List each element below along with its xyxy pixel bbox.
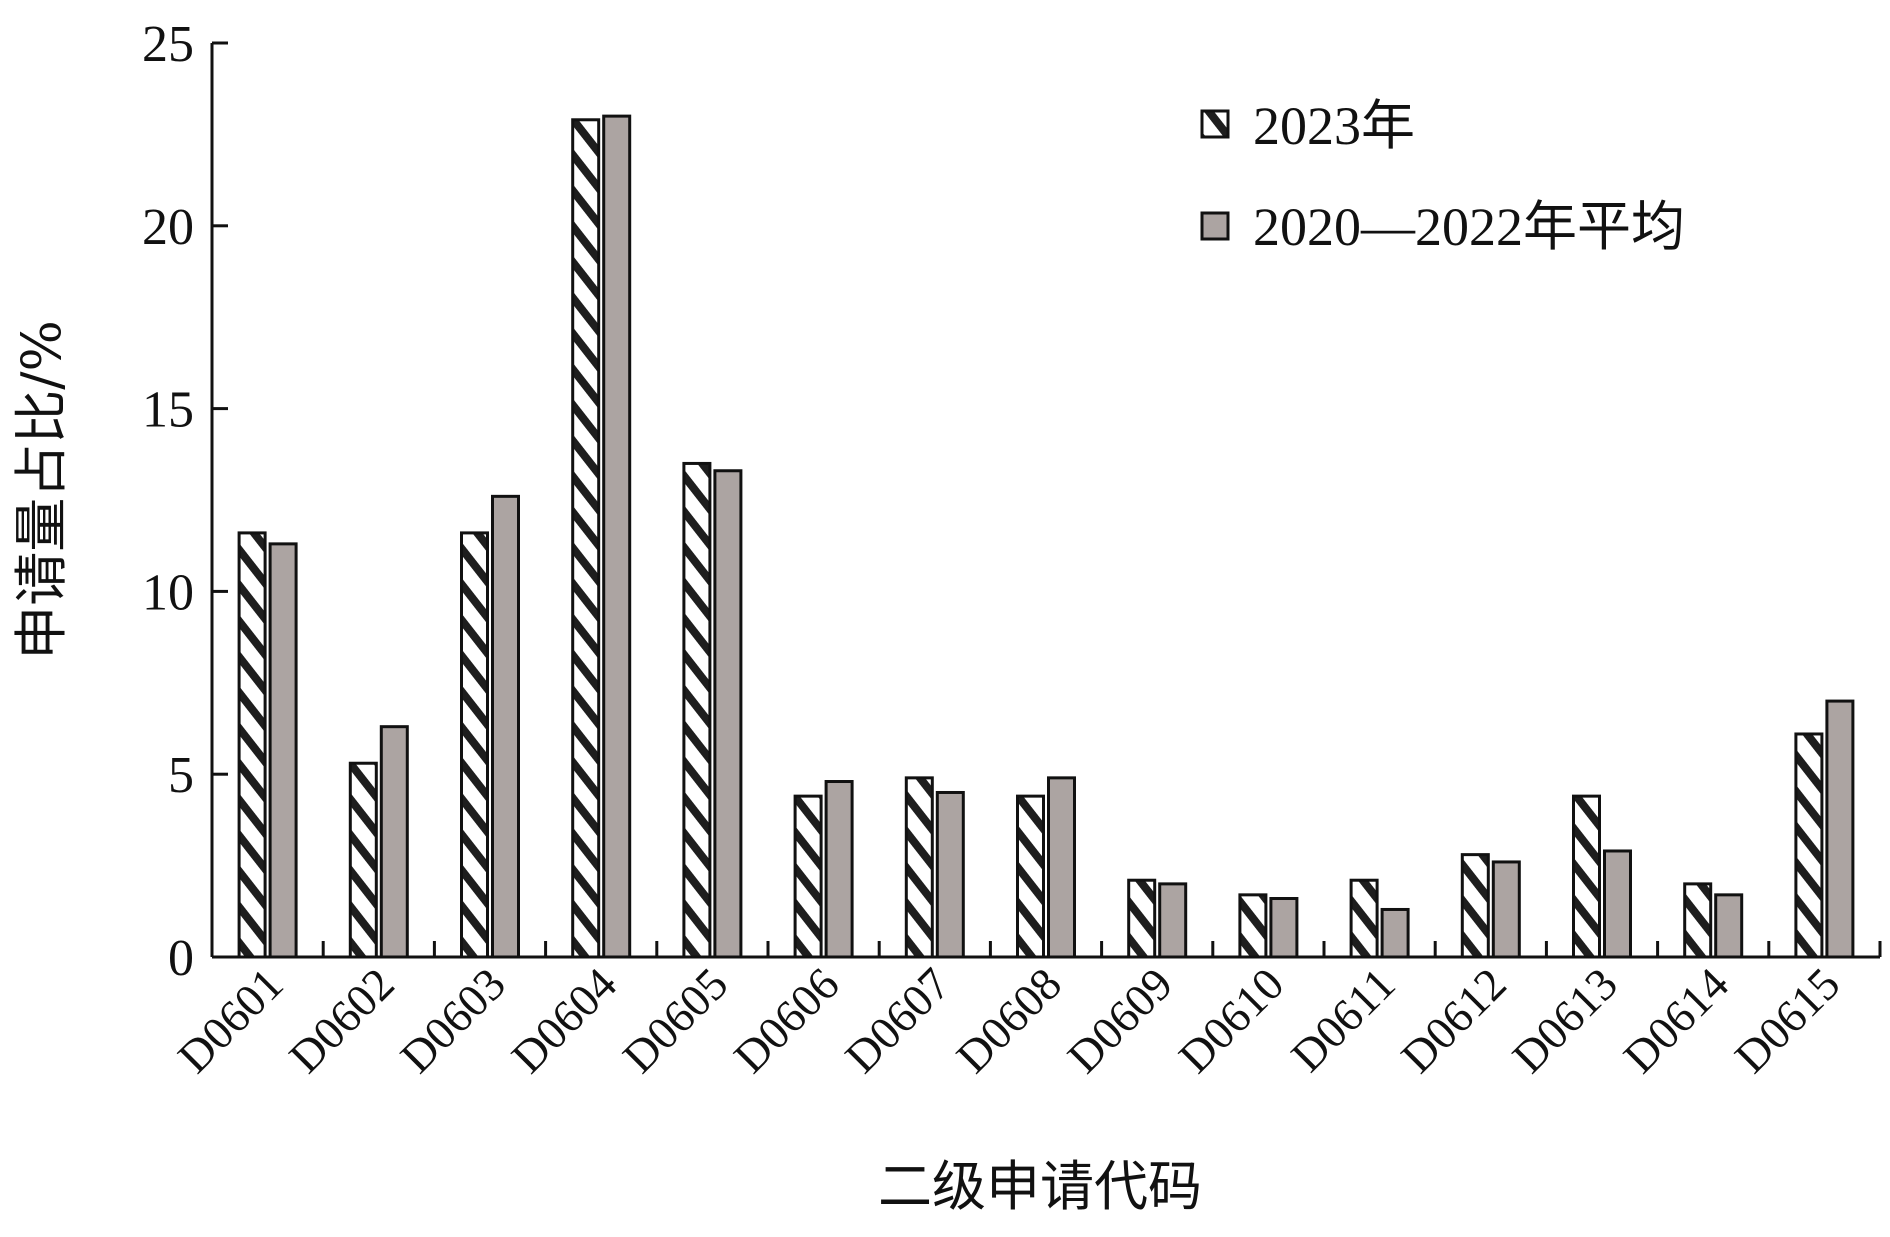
x-tick-label-d0602: D0602 (279, 958, 404, 1083)
bar-2020-2022-average-d0604 (602, 114, 632, 959)
y-tick-label: 15 (142, 382, 194, 439)
bar-2023-d0605 (682, 461, 712, 959)
legend-label-2020-2022-average: 2020—2022年平均 (1253, 197, 1685, 257)
bar-2020-2022-average-d0601 (268, 542, 298, 959)
legend-swatch-2020-2022-average (1200, 211, 1230, 241)
bar-2020-2022-average-d0615 (1825, 699, 1855, 959)
bar-2020-2022-average-d0614 (1714, 893, 1744, 959)
bar-2020-2022-average-d0605 (713, 469, 743, 959)
y-tick-label: 0 (168, 930, 194, 987)
x-tick-label-d0605: D0605 (613, 958, 738, 1083)
bar-2023-d0611 (1349, 878, 1379, 959)
bar-2023-d0606 (793, 794, 823, 959)
x-tick-label-d0607: D0607 (835, 958, 960, 1083)
bar-series-group (237, 114, 1855, 959)
bar-2023-d0610 (1238, 893, 1268, 959)
y-tick-label: 5 (168, 747, 194, 804)
bar-2020-2022-average-d0613 (1603, 849, 1632, 959)
bar-2023-d0602 (348, 761, 378, 959)
bar-2020-2022-average-d0610 (1269, 897, 1299, 959)
bar-2023-d0603 (460, 531, 489, 959)
x-tick-label-d0610: D0610 (1169, 958, 1294, 1083)
bar-2023-d0609 (1127, 878, 1157, 959)
bar-2020-2022-average-d0608 (1047, 776, 1076, 959)
y-axis-ticks: 0 5 10 15 20 25 (142, 16, 228, 987)
bar-2023-d0613 (1572, 794, 1601, 959)
bar-2023-d0601 (237, 531, 267, 959)
y-axis-title: 申请量占比/% (10, 320, 73, 660)
y-tick-label: 10 (142, 564, 194, 621)
x-tick-label-d0615: D0615 (1725, 958, 1850, 1083)
bar-2023-d0608 (1016, 794, 1045, 959)
y-tick-label: 20 (142, 199, 194, 256)
x-tick-label-d0613: D0613 (1502, 958, 1627, 1083)
x-tick-label-d0606: D0606 (724, 958, 849, 1083)
bar-2020-2022-average-d0603 (491, 494, 520, 959)
x-axis-tick-labels: D0601D0602D0603D0604D0605D0606D0607D0608… (168, 958, 1849, 1083)
bar-2020-2022-average-d0611 (1380, 907, 1410, 959)
x-axis-title: 二级申请代码 (878, 1155, 1202, 1218)
x-tick-label-d0612: D0612 (1391, 958, 1516, 1083)
x-tick-label-d0608: D0608 (946, 958, 1071, 1083)
x-tick-label-d0603: D0603 (390, 958, 515, 1083)
bar-2023-d0604 (571, 118, 601, 959)
bar-2023-d0614 (1683, 882, 1713, 959)
bar-2020-2022-average-d0606 (824, 780, 854, 959)
bar-2023-d0607 (904, 776, 934, 959)
x-tick-label-d0604: D0604 (502, 958, 627, 1083)
bar-2023-d0612 (1460, 853, 1490, 959)
legend-swatch-2023 (1200, 109, 1230, 139)
bar-2020-2022-average-d0602 (379, 725, 409, 959)
bar-2020-2022-average-d0612 (1491, 860, 1521, 959)
x-tick-label-d0614: D0614 (1614, 958, 1739, 1083)
y-tick-label: 25 (142, 16, 194, 73)
x-tick-label-d0611: D0611 (1281, 958, 1404, 1081)
legend-label-2023: 2023年 (1253, 96, 1415, 156)
x-tick-label-d0609: D0609 (1058, 958, 1183, 1083)
chart-legend: 2023年 2020—2022年平均 (1200, 96, 1685, 257)
bar-2020-2022-average-d0607 (935, 790, 965, 959)
bar-2020-2022-average-d0609 (1158, 882, 1188, 959)
chart-axes: 0 5 10 15 20 25 (142, 16, 1882, 987)
x-axis-ticks (210, 941, 1882, 957)
bar-2023-d0615 (1794, 732, 1824, 959)
